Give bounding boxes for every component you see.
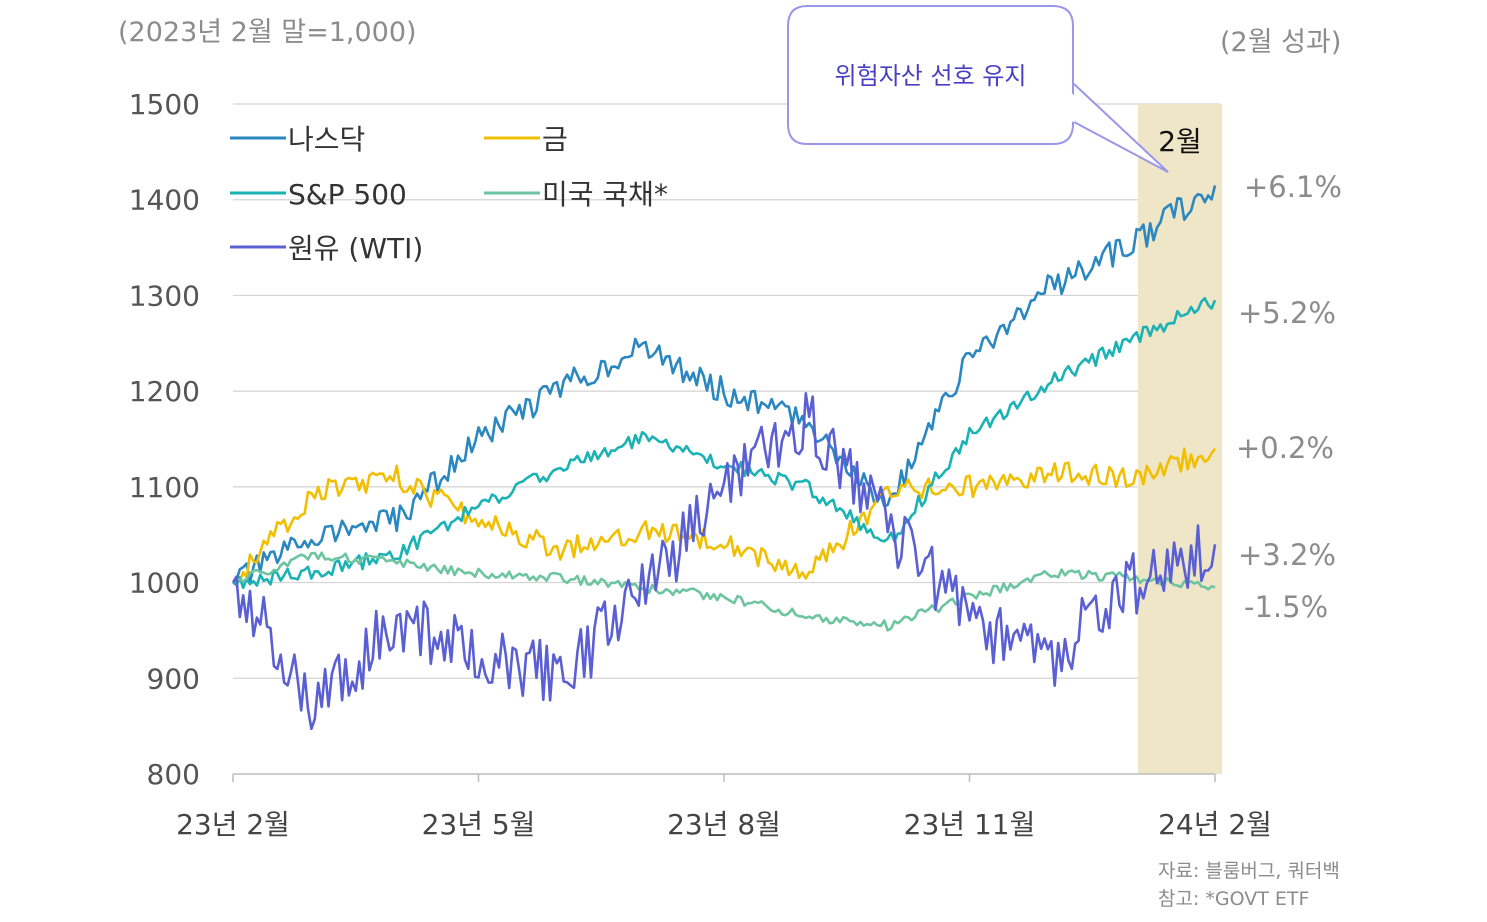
callout-bubble [787, 5, 1074, 145]
reference-note: 참고: *GOVT ETF [1158, 888, 1310, 910]
series-line [232, 297, 1217, 590]
series-line [232, 551, 1216, 632]
y-tick-label: 1100 [129, 471, 200, 504]
performance-treasury: -1.5% [1244, 590, 1329, 624]
performance-sp500: +5.2% [1238, 296, 1336, 330]
legend-label: 미국 국채* [542, 178, 668, 211]
highlight-label: 2월 [1158, 125, 1202, 158]
x-tick-label: 24년 2월 [1158, 808, 1272, 841]
source-note: 자료: 블룸버그, 쿼터백 [1158, 860, 1340, 882]
x-tick-label: 23년 2월 [176, 808, 290, 841]
y-tick-label: 1200 [129, 375, 200, 408]
series-line [231, 392, 1217, 731]
x-tick-label: 23년 11월 [904, 808, 1036, 841]
callout-text: 위험자산 선호 유지 [834, 62, 1027, 90]
y-tick-label: 1000 [129, 567, 200, 600]
legend: 나스닥 금 S&P 500 미국 국채* 원유 (WTI) [230, 123, 668, 265]
performance-title: (2월 성과) [1220, 27, 1342, 58]
performance-nasdaq: +6.1% [1244, 170, 1342, 204]
y-tick-label: 1300 [129, 279, 200, 312]
series-line [232, 185, 1217, 585]
x-tick-label: 23년 5월 [422, 808, 536, 841]
chart-subtitle: (2023년 2월 말=1,000) [118, 17, 417, 48]
series-lines [231, 185, 1217, 731]
legend-label: 금 [542, 123, 568, 156]
axes: 800 900 1000 1100 1200 1300 1400 1500 23년 2월 23년 … [129, 88, 1272, 841]
performance-gold: +0.2% [1236, 431, 1334, 465]
series-line [231, 447, 1217, 584]
grid [233, 103, 1220, 679]
y-tick-label: 800 [147, 758, 200, 791]
legend-label: 원유 (WTI) [288, 232, 423, 265]
performance-wti: +3.2% [1238, 538, 1336, 572]
y-tick-label: 1500 [129, 88, 200, 121]
february-highlight [1138, 104, 1222, 774]
legend-label: 나스닥 [288, 123, 365, 156]
x-tick-label: 23년 8월 [667, 808, 781, 841]
callout-tail [1073, 83, 1169, 173]
y-tick-label: 1400 [129, 184, 200, 217]
legend-label: S&P 500 [288, 178, 407, 211]
y-tick-label: 900 [147, 662, 200, 695]
